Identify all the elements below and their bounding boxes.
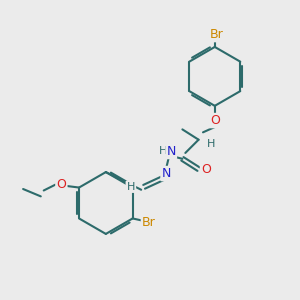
Text: Br: Br xyxy=(209,28,223,41)
Text: H: H xyxy=(127,182,135,192)
Text: O: O xyxy=(201,163,211,176)
Text: N: N xyxy=(161,167,171,180)
Text: O: O xyxy=(210,114,220,127)
Text: H: H xyxy=(207,139,215,149)
Text: O: O xyxy=(56,178,66,191)
Text: H: H xyxy=(159,146,167,157)
Text: Br: Br xyxy=(142,216,156,230)
Text: N: N xyxy=(167,145,176,158)
